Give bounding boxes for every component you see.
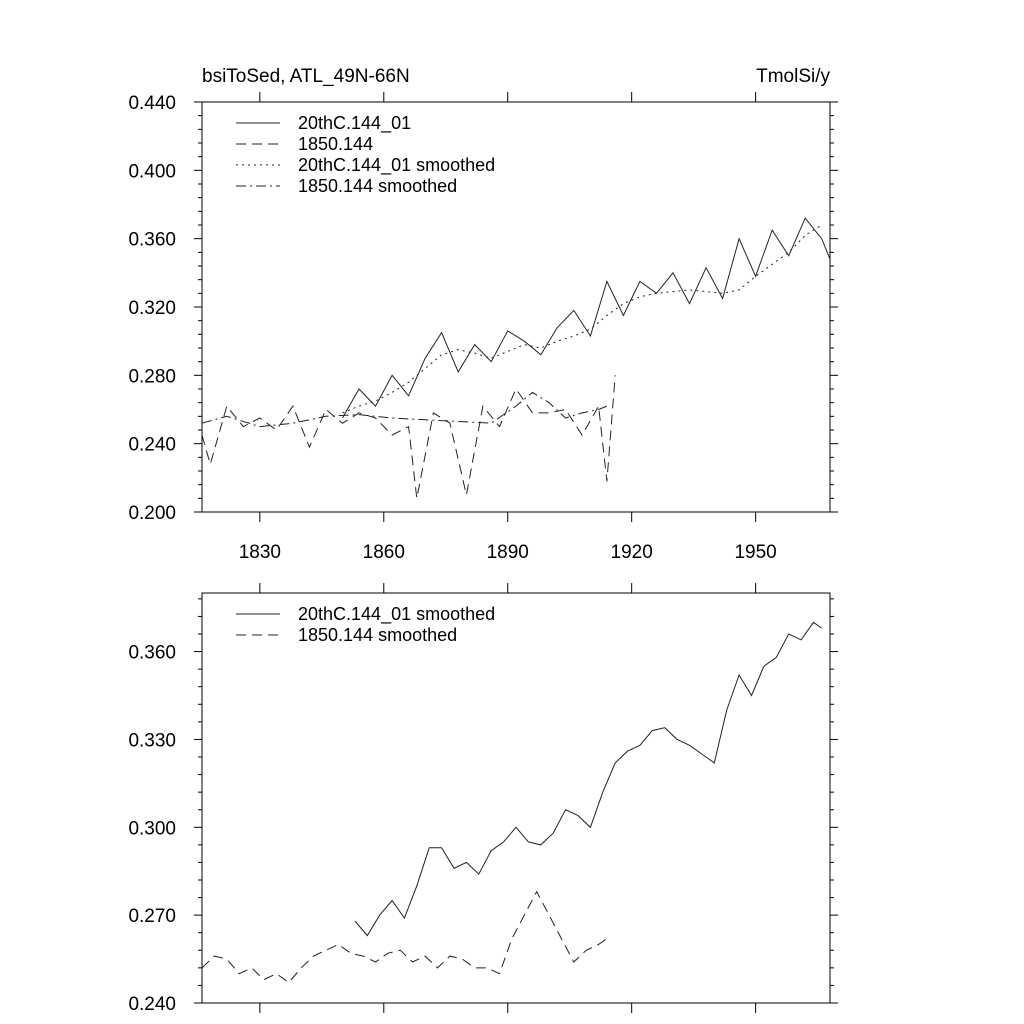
top-ytick-label: 0.200 bbox=[128, 503, 176, 524]
top-xtick-label: 1890 bbox=[487, 542, 529, 563]
top-ytick-label: 0.320 bbox=[128, 298, 176, 319]
top-ytick-label: 0.440 bbox=[128, 93, 176, 114]
bottom-plot-frame bbox=[201, 592, 831, 1004]
top-ytick-label: 0.400 bbox=[128, 161, 176, 182]
top-xtick-label: 1860 bbox=[363, 542, 405, 563]
top-ytick-label: 0.360 bbox=[128, 230, 176, 251]
bottom-ytick-label: 0.360 bbox=[128, 643, 176, 664]
top-legend-label-0: 20thC.144_01 bbox=[298, 113, 411, 134]
top-plot-frame bbox=[201, 101, 831, 513]
bottom-series-line-0 bbox=[354, 621, 822, 937]
bottom-ytick-label: 0.270 bbox=[128, 906, 176, 927]
top-ytick-label: 0.240 bbox=[128, 435, 176, 456]
top-xtick-label: 1950 bbox=[734, 542, 776, 563]
top-legend-label-2: 20thC.144_01 smoothed bbox=[298, 155, 495, 176]
top-series-line-1 bbox=[201, 375, 616, 499]
top-xtick-label: 1830 bbox=[239, 542, 281, 563]
bottom-ytick-label: 0.330 bbox=[128, 730, 176, 751]
top-ytick-label: 0.280 bbox=[128, 366, 176, 387]
top-chart-title-left: bsiToSed, ATL_49N-66N bbox=[202, 66, 410, 87]
top-chart-title-right: TmolSi/y bbox=[756, 66, 830, 87]
top-legend-label-3: 1850.144 smoothed bbox=[298, 176, 457, 196]
bottom-ytick-label: 0.240 bbox=[128, 994, 176, 1015]
bottom-legend-label-0: 20thC.144_01 smoothed bbox=[298, 604, 495, 625]
bottom-series-line-1 bbox=[201, 890, 608, 984]
top-legend-label-1: 1850.144 bbox=[298, 134, 373, 154]
top-xtick-label: 1920 bbox=[611, 542, 653, 563]
top-series-line-2 bbox=[342, 224, 822, 414]
top-series-line-3 bbox=[201, 391, 608, 428]
top-series-line-0 bbox=[342, 217, 831, 419]
bottom-ytick-label: 0.300 bbox=[128, 818, 176, 839]
bottom-legend-label-1: 1850.144 smoothed bbox=[298, 625, 457, 645]
